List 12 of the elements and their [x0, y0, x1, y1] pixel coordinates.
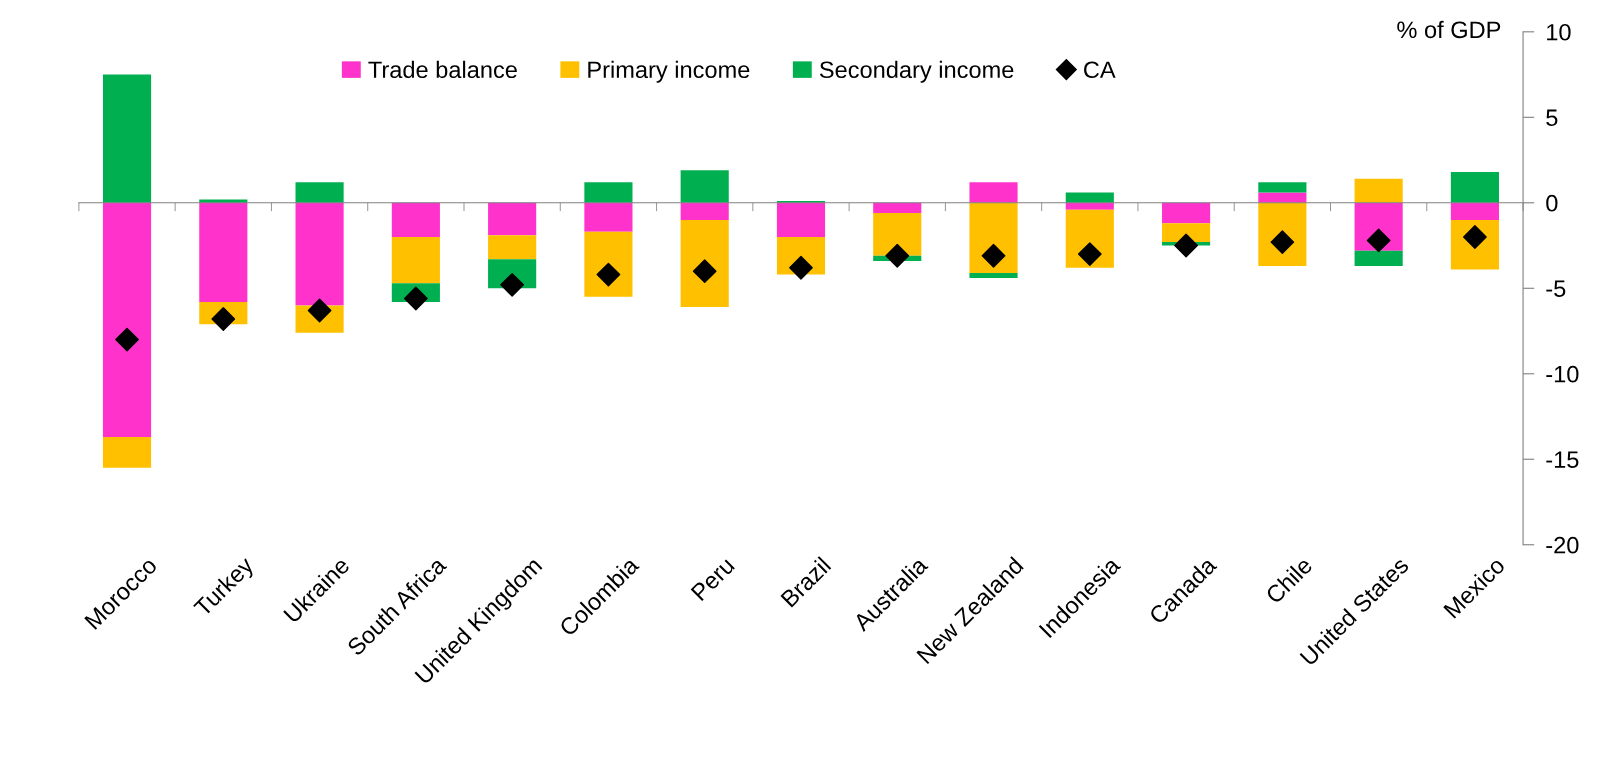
legend-label: CA: [1084, 61, 1116, 79]
legend-label: Secondary income: [819, 60, 1014, 83]
y-axis-title: % of GDP: [1397, 20, 1501, 39]
y-tick-label: -10: [1546, 365, 1579, 383]
y-tick-label: 10: [1547, 23, 1571, 41]
y-tick-label: -20: [1546, 536, 1579, 554]
legend-label: Primary income: [588, 60, 750, 83]
legend-label: Trade balance: [368, 60, 517, 79]
y-tick-label: -15: [1546, 451, 1579, 469]
y-tick-label: 5: [1546, 109, 1558, 127]
y-tick-label: 0: [1546, 194, 1558, 212]
y-tick-label: -5: [1546, 280, 1566, 298]
